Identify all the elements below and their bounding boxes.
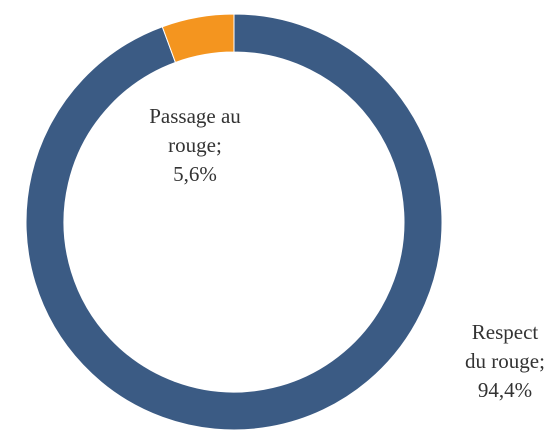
data-label: Passage au rouge; 5,6% xyxy=(135,102,255,189)
donut-slice xyxy=(161,13,235,64)
category-label: Respect du rouge; xyxy=(465,320,545,373)
data-label: Respect du rouge; 94,4% xyxy=(455,318,554,405)
value-label: 5,6% xyxy=(173,162,217,186)
value-label: 94,4% xyxy=(477,378,533,402)
category-label: Passage au rouge; xyxy=(149,104,241,157)
donut-slice xyxy=(25,13,443,431)
